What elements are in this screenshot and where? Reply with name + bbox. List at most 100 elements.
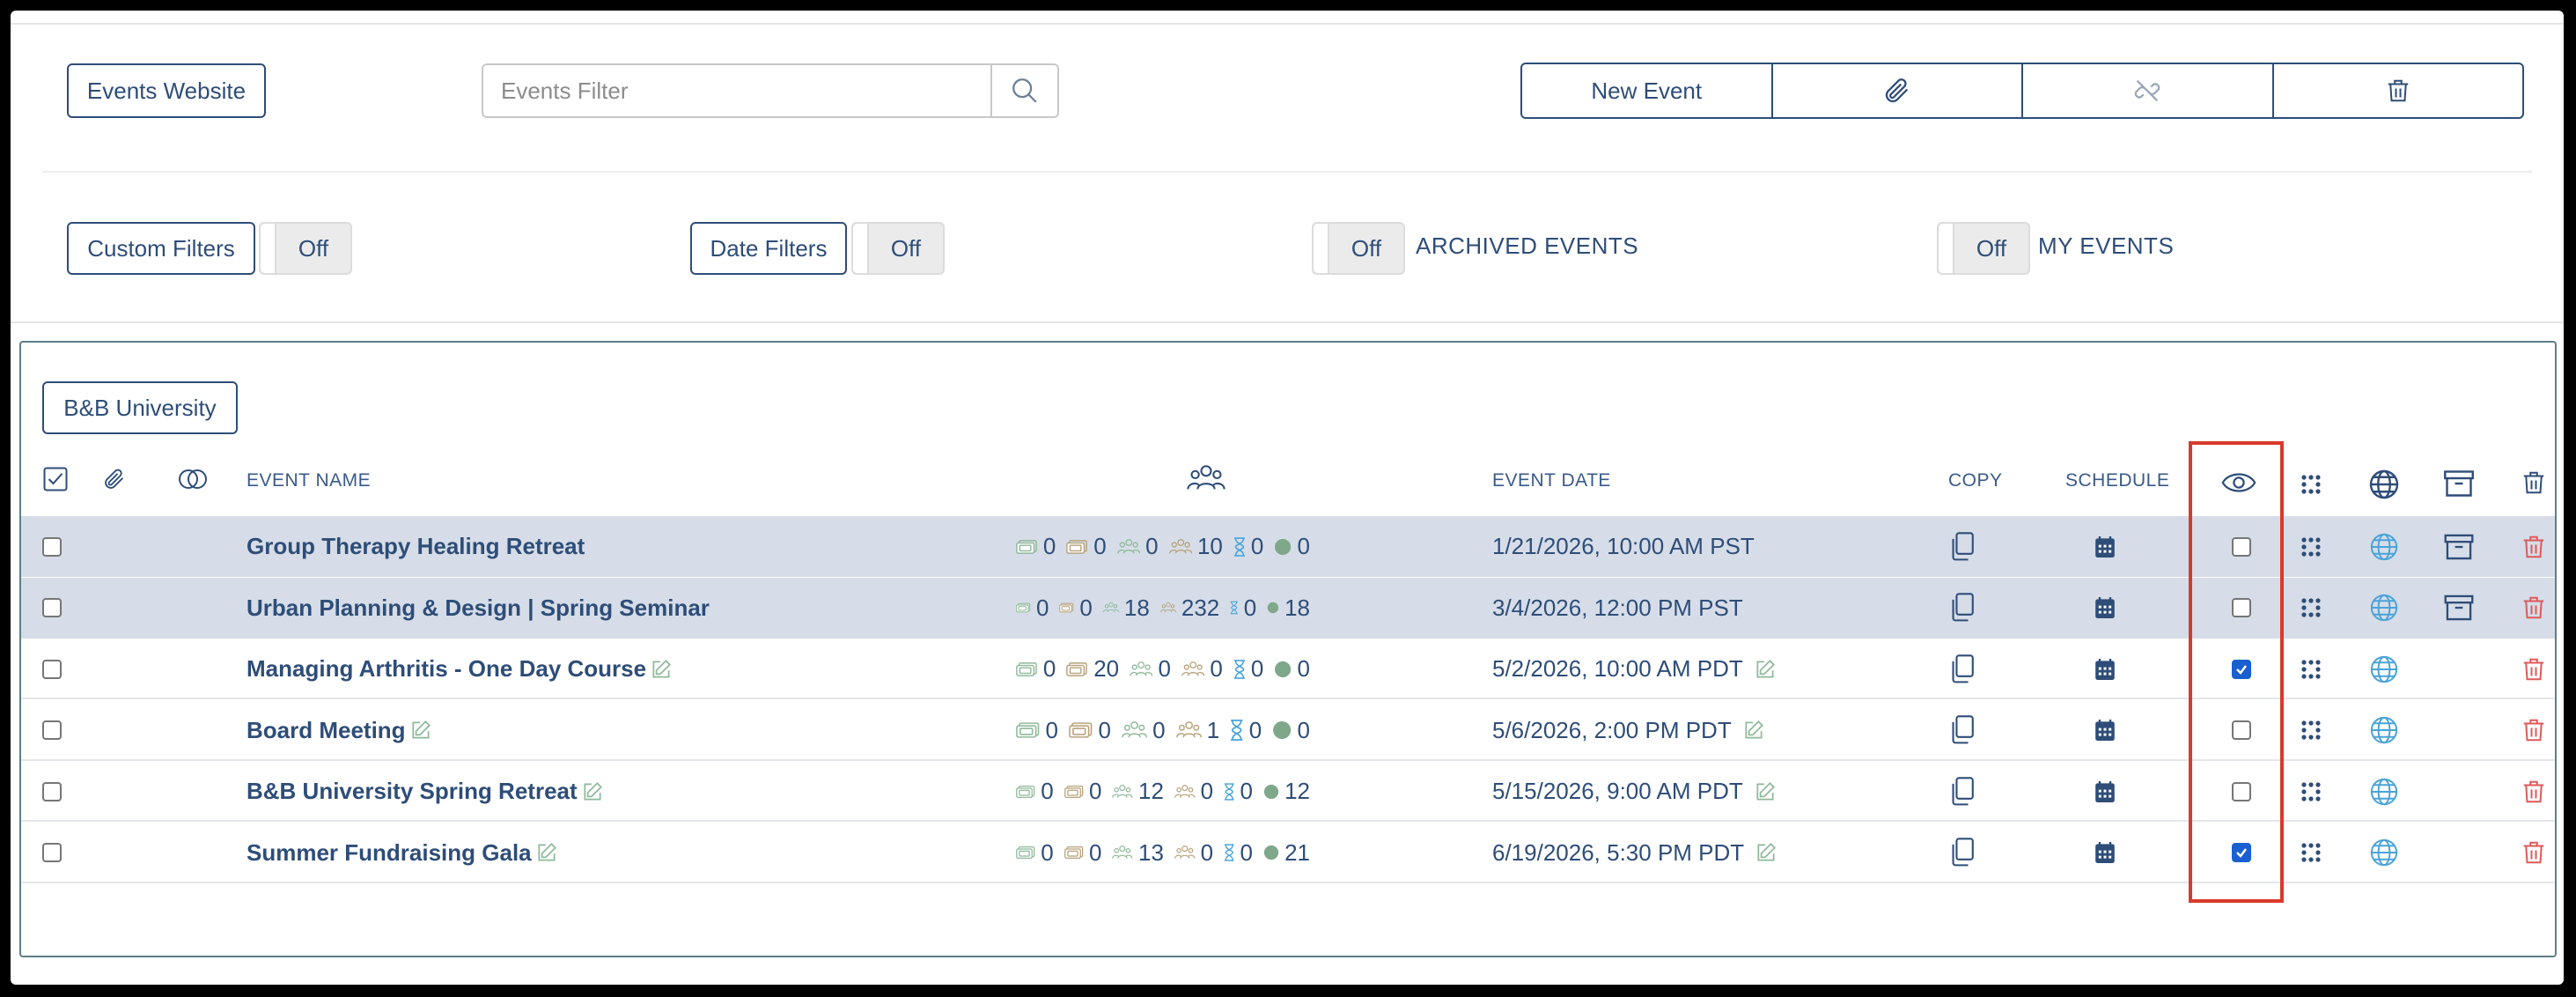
custom-filters-toggle[interactable]: Off bbox=[259, 222, 352, 275]
event-name-link[interactable]: Managing Arthritis - One Day Course bbox=[247, 655, 647, 682]
edit-icon[interactable] bbox=[1742, 719, 1765, 742]
stat-value: 0 bbox=[1079, 594, 1093, 621]
event-website-button[interactable] bbox=[2369, 700, 2399, 761]
stat-value: 18 bbox=[1284, 594, 1310, 621]
archive-event-button[interactable] bbox=[2443, 578, 2475, 639]
status-dot-icon bbox=[1267, 602, 1279, 614]
delete-event-button[interactable] bbox=[2521, 639, 2547, 699]
ticket-icon bbox=[1064, 846, 1083, 859]
events-filter-input[interactable] bbox=[483, 65, 990, 116]
hourglass-icon bbox=[1230, 601, 1239, 615]
search-button[interactable] bbox=[990, 65, 1057, 116]
row-select-checkbox[interactable] bbox=[42, 781, 62, 801]
event-name-link[interactable]: Summer Fundraising Gala bbox=[247, 838, 532, 866]
globe-icon bbox=[2370, 655, 2398, 683]
row-select-checkbox[interactable] bbox=[42, 659, 62, 679]
archive-event-button[interactable] bbox=[2443, 516, 2475, 577]
delete-event-button[interactable] bbox=[2521, 761, 2547, 822]
event-name-link[interactable]: Board Meeting bbox=[247, 716, 406, 743]
schedule-button[interactable] bbox=[2095, 823, 2115, 883]
table-row[interactable]: Managing Arthritis - One Day Course 0 20 0… bbox=[21, 639, 2555, 699]
edit-icon[interactable] bbox=[1755, 841, 1777, 864]
status-dot-icon bbox=[1263, 845, 1279, 860]
qr-code-button[interactable] bbox=[2300, 700, 2322, 761]
row-select-checkbox[interactable] bbox=[42, 536, 62, 557]
stat-value: 0 bbox=[1041, 778, 1054, 804]
edit-icon[interactable] bbox=[581, 780, 604, 803]
delete-event-button[interactable] bbox=[2521, 823, 2547, 883]
delete-event-button[interactable] bbox=[2521, 700, 2547, 761]
table-row[interactable]: B&B University Spring Retreat 0 0 12 0 0 12 5… bbox=[21, 761, 2555, 822]
date-filters-button[interactable]: Date Filters bbox=[690, 222, 847, 275]
stat-value: 0 bbox=[1145, 533, 1159, 559]
row-select-checkbox[interactable] bbox=[42, 720, 62, 740]
edit-icon[interactable] bbox=[1754, 658, 1777, 681]
event-name-header[interactable]: EVENT NAME bbox=[247, 470, 372, 491]
qr-code-button[interactable] bbox=[2300, 639, 2322, 699]
stat-value: 0 bbox=[1035, 594, 1049, 621]
edit-icon[interactable] bbox=[535, 841, 558, 864]
events-website-button[interactable]: Events Website bbox=[67, 63, 266, 118]
delete-selected-button[interactable] bbox=[2274, 64, 2523, 117]
table-row[interactable]: Summer Fundraising Gala 0 0 13 0 0 21 6/19/20… bbox=[21, 823, 2555, 883]
visibility-checkbox[interactable] bbox=[2232, 843, 2251, 862]
table-row[interactable]: Urban Planning & Design | Spring Seminar… bbox=[21, 577, 2555, 639]
unlink-button[interactable] bbox=[2023, 64, 2274, 117]
event-website-button[interactable] bbox=[2369, 761, 2399, 822]
qr-dots-icon bbox=[2301, 720, 2321, 740]
qr-code-button[interactable] bbox=[2300, 761, 2322, 822]
event-website-button[interactable] bbox=[2369, 516, 2399, 577]
select-all-checkbox[interactable] bbox=[42, 466, 69, 492]
date-filters-toggle[interactable]: Off bbox=[851, 222, 945, 275]
globe-icon bbox=[2369, 469, 2399, 499]
attach-button[interactable] bbox=[1773, 64, 2023, 117]
delete-event-button[interactable] bbox=[2521, 516, 2547, 577]
ticket-icon bbox=[1064, 785, 1083, 798]
schedule-button[interactable] bbox=[2095, 639, 2115, 699]
edit-icon[interactable] bbox=[650, 658, 673, 681]
visibility-checkbox[interactable] bbox=[2232, 536, 2251, 557]
custom-filters-button[interactable]: Custom Filters bbox=[67, 222, 255, 275]
copy-event-button[interactable] bbox=[1949, 578, 1976, 639]
calendar-icon bbox=[2095, 720, 2115, 741]
copy-event-button[interactable] bbox=[1949, 823, 1976, 883]
event-date-header[interactable]: EVENT DATE bbox=[1492, 470, 1611, 491]
qr-code-button[interactable] bbox=[2300, 578, 2322, 639]
schedule-button[interactable] bbox=[2095, 578, 2115, 639]
ticket-icon bbox=[1066, 661, 1088, 676]
org-button[interactable]: B&B University bbox=[42, 381, 238, 434]
edit-icon[interactable] bbox=[409, 719, 432, 742]
visibility-checkbox[interactable] bbox=[2232, 659, 2251, 679]
visibility-checkbox[interactable] bbox=[2232, 598, 2251, 617]
event-website-button[interactable] bbox=[2369, 578, 2399, 639]
schedule-button[interactable] bbox=[2095, 700, 2115, 761]
row-select-checkbox[interactable] bbox=[42, 598, 62, 617]
copy-event-button[interactable] bbox=[1949, 639, 1976, 699]
event-website-button[interactable] bbox=[2369, 639, 2399, 699]
event-name-link[interactable]: B&B University Spring Retreat bbox=[247, 778, 578, 804]
linked-header bbox=[176, 466, 210, 492]
row-select-checkbox[interactable] bbox=[42, 843, 62, 862]
schedule-button[interactable] bbox=[2095, 516, 2115, 577]
table-row[interactable]: Group Therapy Healing Retreat 0 0 0 10 0 0 1/… bbox=[21, 516, 2555, 577]
event-website-button[interactable] bbox=[2369, 823, 2399, 883]
table-row[interactable]: Board Meeting 0 0 0 1 0 0 5/6/2026, 2:00 PM P… bbox=[21, 700, 2555, 761]
qr-code-button[interactable] bbox=[2300, 516, 2322, 577]
copy-event-button[interactable] bbox=[1949, 516, 1976, 577]
archived-events-toggle[interactable]: Off bbox=[1312, 222, 1405, 275]
visibility-checkbox[interactable] bbox=[2232, 781, 2251, 801]
visibility-checkbox[interactable] bbox=[2232, 720, 2251, 740]
check-square-icon bbox=[43, 467, 68, 491]
edit-icon[interactable] bbox=[1754, 780, 1777, 803]
event-name-link[interactable]: Urban Planning & Design | Spring Seminar bbox=[247, 594, 710, 621]
schedule-button[interactable] bbox=[2095, 761, 2115, 822]
qr-code-button[interactable] bbox=[2300, 823, 2322, 883]
copy-event-button[interactable] bbox=[1949, 761, 1976, 822]
my-events-toggle[interactable]: Off bbox=[1937, 222, 2030, 275]
copy-event-button[interactable] bbox=[1949, 700, 1976, 761]
delete-event-button[interactable] bbox=[2521, 578, 2547, 639]
new-event-button[interactable]: New Event bbox=[1522, 64, 1773, 117]
stat-value: 0 bbox=[1210, 655, 1223, 682]
event-date: 5/2/2026, 10:00 AM PDT bbox=[1492, 655, 1743, 682]
event-name-link[interactable]: Group Therapy Healing Retreat bbox=[247, 533, 585, 559]
